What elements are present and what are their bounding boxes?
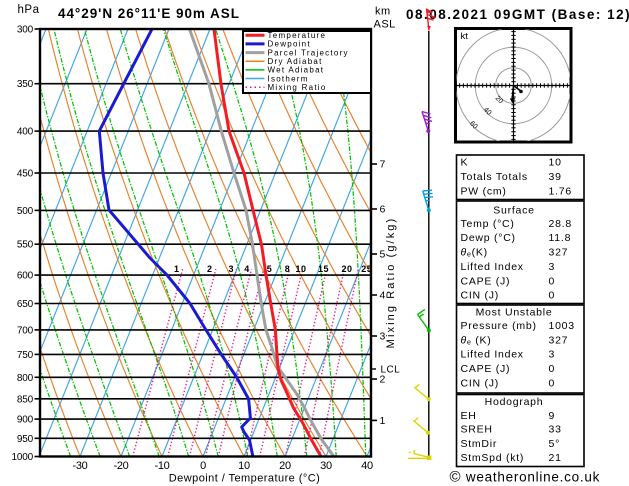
svg-text:28.8: 28.8 <box>549 218 572 230</box>
svg-text:1000: 1000 <box>12 452 34 463</box>
svg-text:850: 850 <box>17 394 34 405</box>
svg-text:300: 300 <box>17 25 34 36</box>
svg-text:Mixing Ratio (g/kg): Mixing Ratio (g/kg) <box>385 217 397 349</box>
svg-text:Lifted Index: Lifted Index <box>461 261 524 273</box>
svg-text:60: 60 <box>468 120 479 131</box>
svg-text:0: 0 <box>549 377 556 389</box>
svg-text:40: 40 <box>482 106 493 117</box>
svg-text:44°29'N 26°11'E 90m ASL: 44°29'N 26°11'E 90m ASL <box>58 6 240 21</box>
svg-text:Most Unstable: Most Unstable <box>476 307 553 319</box>
svg-text:950: 950 <box>17 434 34 445</box>
svg-text:-30: -30 <box>73 460 88 472</box>
svg-text:500: 500 <box>17 206 34 217</box>
svg-text:2: 2 <box>380 374 386 386</box>
svg-text:3: 3 <box>380 331 386 343</box>
svg-text:3: 3 <box>549 349 556 361</box>
svg-text:600: 600 <box>17 271 34 282</box>
svg-text:15: 15 <box>318 264 329 274</box>
svg-text:8: 8 <box>285 264 291 274</box>
svg-text:0: 0 <box>549 275 556 287</box>
svg-text:3: 3 <box>549 261 556 273</box>
svg-text:20: 20 <box>279 460 291 472</box>
svg-text:33: 33 <box>549 424 562 436</box>
svg-text:CAPE (J): CAPE (J) <box>461 275 511 287</box>
svg-text:4: 4 <box>380 290 386 302</box>
svg-text:327: 327 <box>549 335 569 347</box>
svg-text:9: 9 <box>549 410 556 422</box>
svg-text:θe (K): θe (K) <box>461 335 492 347</box>
svg-text:-20: -20 <box>114 460 129 472</box>
svg-text:0: 0 <box>549 290 556 302</box>
svg-text:Lifted Index: Lifted Index <box>461 349 524 361</box>
svg-text:5: 5 <box>267 264 273 274</box>
svg-text:1.76: 1.76 <box>549 186 572 198</box>
svg-text:km: km <box>375 6 391 18</box>
svg-text:Temperature: Temperature <box>268 31 327 40</box>
svg-text:hPa: hPa <box>18 4 40 16</box>
svg-text:EH: EH <box>461 410 477 422</box>
svg-text:7: 7 <box>380 159 386 171</box>
svg-text:39: 39 <box>549 171 562 183</box>
svg-text:Parcel Trajectory: Parcel Trajectory <box>268 48 349 57</box>
svg-text:11.8: 11.8 <box>549 232 572 244</box>
svg-text:350: 350 <box>17 79 34 90</box>
svg-text:Dry Adiabat: Dry Adiabat <box>268 57 323 66</box>
svg-text:Wet Adiabat: Wet Adiabat <box>268 66 325 75</box>
svg-text:6: 6 <box>380 204 386 216</box>
svg-text:327: 327 <box>549 247 569 259</box>
svg-text:Isotherm: Isotherm <box>268 74 309 83</box>
svg-text:Pressure (mb): Pressure (mb) <box>461 320 537 332</box>
svg-text:0: 0 <box>200 460 206 472</box>
svg-text:Mixing Ratio: Mixing Ratio <box>268 83 327 92</box>
svg-text:2: 2 <box>207 264 213 274</box>
svg-text:LCL: LCL <box>381 365 401 376</box>
svg-text:Surface: Surface <box>493 204 534 216</box>
svg-text:3: 3 <box>229 264 235 274</box>
svg-text:4: 4 <box>244 264 250 274</box>
svg-text:© weatheronline.co.uk: © weatheronline.co.uk <box>450 469 601 486</box>
svg-text:1: 1 <box>380 415 386 427</box>
svg-text:1003: 1003 <box>549 320 575 332</box>
svg-text:Dewpoint / Temperature (°C): Dewpoint / Temperature (°C) <box>169 473 320 485</box>
svg-text:400: 400 <box>17 127 34 138</box>
svg-text:20: 20 <box>341 264 352 274</box>
svg-text:30: 30 <box>320 460 332 472</box>
svg-text:θe(K): θe(K) <box>461 247 488 259</box>
svg-text:K: K <box>461 157 469 169</box>
svg-text:0: 0 <box>549 363 556 375</box>
svg-text:800: 800 <box>17 373 34 384</box>
svg-text:Temp (°C): Temp (°C) <box>461 218 515 230</box>
svg-text:10: 10 <box>238 460 250 472</box>
svg-text:-10: -10 <box>155 460 170 472</box>
svg-text:40: 40 <box>361 460 373 472</box>
svg-text:450: 450 <box>17 169 34 180</box>
svg-text:StmSpd (kt): StmSpd (kt) <box>461 452 525 464</box>
svg-text:Dewp (°C): Dewp (°C) <box>461 232 516 244</box>
svg-text:10: 10 <box>295 264 306 274</box>
svg-text:08.08.2021 09GMT (Base: 12): 08.08.2021 09GMT (Base: 12) <box>406 7 629 22</box>
svg-text:CIN (J): CIN (J) <box>461 290 500 302</box>
svg-text:StmDir: StmDir <box>461 438 498 450</box>
svg-text:Dewpoint: Dewpoint <box>268 40 311 49</box>
svg-text:21: 21 <box>549 452 562 464</box>
svg-text:700: 700 <box>17 325 34 336</box>
svg-text:5: 5 <box>380 249 386 261</box>
svg-text:CIN (J): CIN (J) <box>461 377 500 389</box>
svg-text:10: 10 <box>549 157 562 169</box>
svg-text:750: 750 <box>17 350 34 361</box>
svg-text:CAPE (J): CAPE (J) <box>461 363 511 375</box>
svg-text:900: 900 <box>17 415 34 426</box>
svg-text:Hodograph: Hodograph <box>485 396 544 408</box>
svg-text:650: 650 <box>17 299 34 310</box>
svg-text:ASL: ASL <box>374 19 396 31</box>
svg-text:Totals Totals: Totals Totals <box>461 171 528 183</box>
svg-text:25: 25 <box>361 264 372 274</box>
svg-text:kt: kt <box>461 31 469 42</box>
svg-text:5°: 5° <box>549 438 561 450</box>
svg-text:550: 550 <box>17 240 34 251</box>
svg-text:1: 1 <box>174 264 180 274</box>
svg-text:SREH: SREH <box>461 424 493 436</box>
svg-text:PW (cm): PW (cm) <box>461 186 507 198</box>
svg-text:20: 20 <box>494 95 505 106</box>
